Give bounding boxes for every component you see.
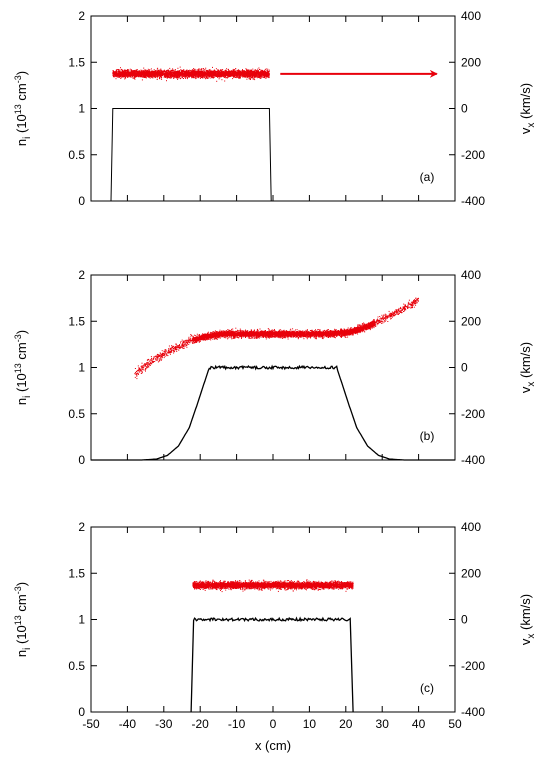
y2-tick-label: 200: [461, 566, 481, 580]
y2-axis-label: vx (km/s): [518, 83, 537, 134]
y2-tick-label: 0: [461, 102, 468, 116]
y-axis-label: ni (1013 cm-3): [13, 71, 33, 146]
x-tick-label: -40: [119, 717, 137, 731]
y2-axis-label: vx (km/s): [518, 594, 537, 645]
y-tick-label: 0: [78, 705, 85, 719]
y2-tick-label: 0: [461, 613, 468, 627]
x-axis-label: x (cm): [255, 738, 291, 753]
chart-panel-c: -50 -40 -30 -20 -10 0 10 20 30 40 50 0 0.5 1 1.5 2 -400 -…: [13, 520, 537, 753]
y-axis-label: ni (1013 cm-3): [13, 582, 33, 657]
y2-tick-label: 0: [461, 361, 468, 375]
y-tick-label: 1.5: [68, 55, 85, 69]
chart-panel-b: 0 0.5 1 1.5 2 -400 -200 0 200 400 (b) ni (1013 cm-3…: [13, 268, 537, 467]
x-tick-label: -10: [228, 717, 246, 731]
y2-tick-label: -200: [461, 659, 485, 673]
y-tick-label: 0.5: [68, 659, 85, 673]
chart-panel-a: 0 0.5 1 1.5 2 -400 -200 0 200 400 (a) ni (1013 cm-3…: [13, 9, 537, 208]
y2-tick-label: 400: [461, 268, 481, 282]
y-tick-label: 2: [78, 520, 85, 534]
x-tick-label: -20: [192, 717, 210, 731]
y2-tick-label: -400: [461, 194, 485, 208]
y2-tick-label: 200: [461, 314, 481, 328]
y-tick-label: 2: [78, 9, 85, 23]
y2-tick-label: -400: [461, 705, 485, 719]
y-tick-label: 0: [78, 453, 85, 467]
y2-tick-label: 200: [461, 55, 481, 69]
velocity-scatter: [192, 579, 354, 593]
y-tick-label: 1: [78, 613, 85, 627]
y-tick-label: 1: [78, 102, 85, 116]
x-tick-label: 0: [270, 717, 277, 731]
y-axis-label: ni (1013 cm-3): [13, 330, 33, 405]
y2-tick-label: 400: [461, 520, 481, 534]
x-tick-label: -50: [82, 717, 100, 731]
y-tick-label: 1.5: [68, 566, 85, 580]
y2-tick-label: -400: [461, 453, 485, 467]
y-tick-label: 2: [78, 268, 85, 282]
panel-label: (b): [420, 429, 435, 443]
panel-label: (a): [420, 170, 435, 184]
y2-axis-label: vx (km/s): [518, 342, 537, 393]
y-tick-label: 0: [78, 194, 85, 208]
velocity-scatter: [134, 297, 419, 380]
density-line: [190, 616, 354, 713]
y2-tick-label: -200: [461, 407, 485, 421]
x-tick-label: 50: [448, 717, 462, 731]
density-line: [91, 364, 455, 461]
velocity-scatter: [112, 66, 270, 82]
x-tick-label: 10: [303, 717, 317, 731]
x-tick-label: 30: [376, 717, 390, 731]
x-tick-label: 40: [412, 717, 426, 731]
x-tick-label: -30: [155, 717, 173, 731]
y2-tick-label: -200: [461, 148, 485, 162]
y-tick-label: 0.5: [68, 407, 85, 421]
panel-label: (c): [420, 681, 434, 695]
y-tick-label: 1.5: [68, 314, 85, 328]
x-tick-label: 20: [339, 717, 353, 731]
y-tick-label: 0.5: [68, 148, 85, 162]
y2-tick-label: 400: [461, 9, 481, 23]
density-line: [110, 108, 272, 202]
y-tick-label: 1: [78, 361, 85, 375]
